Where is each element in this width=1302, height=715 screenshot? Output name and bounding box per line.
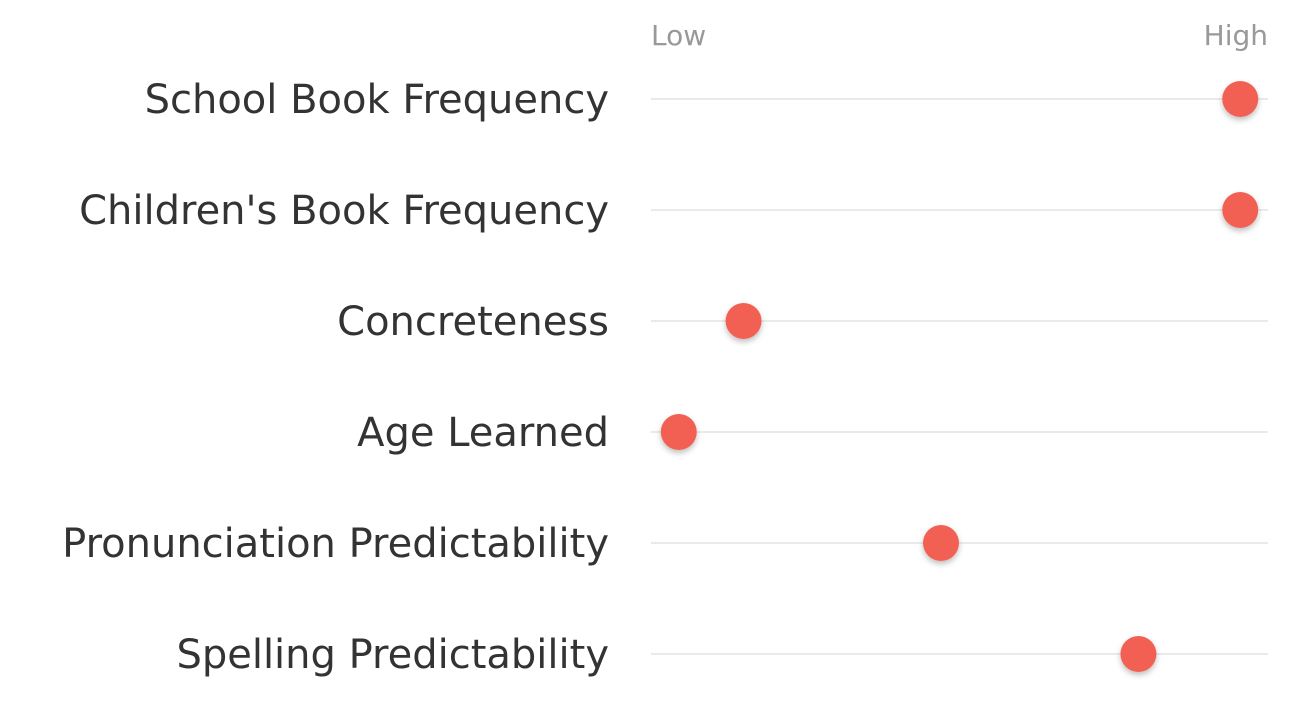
data-point [660,414,697,450]
category-label: Pronunciation Predictability [62,521,609,567]
axis-label-low: Low [651,19,706,52]
data-point [1120,636,1157,672]
axis-label-high: High [1204,19,1268,52]
category-label: School Book Frequency [145,77,609,123]
data-point [1222,81,1259,117]
data-point [725,303,762,339]
category-label: Concreteness [337,299,609,345]
data-point [922,525,959,561]
category-label: Spelling Predictability [176,632,609,678]
data-point [1222,192,1259,228]
category-label: Children's Book Frequency [79,188,609,234]
category-label: Age Learned [357,410,609,456]
